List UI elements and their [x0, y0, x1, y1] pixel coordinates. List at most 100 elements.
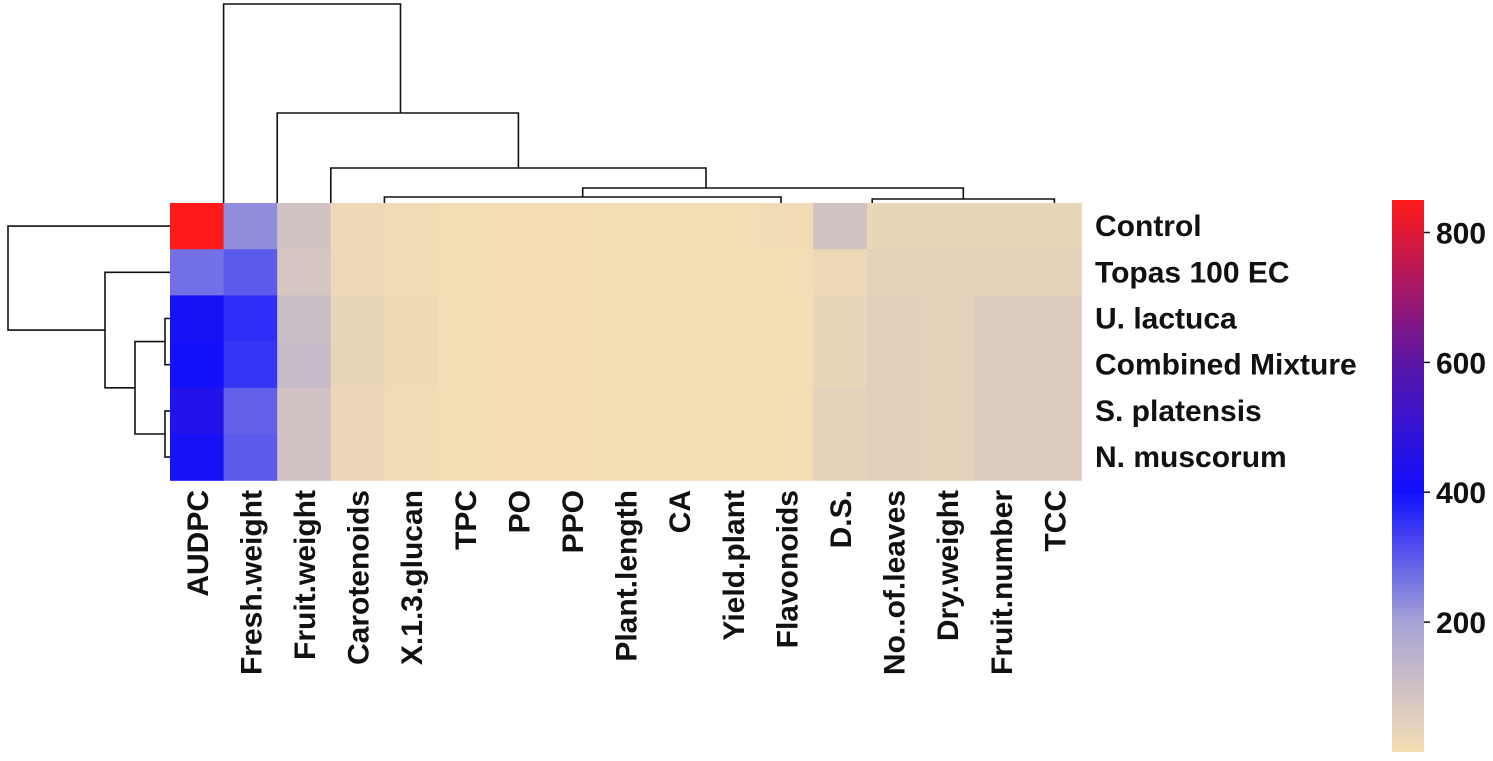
heatmap-cell	[652, 434, 707, 481]
heatmap-cell	[1027, 249, 1082, 296]
dendrogram-link	[276, 112, 520, 203]
heatmap-cell	[170, 203, 225, 250]
heatmap-cell	[652, 203, 707, 250]
heatmap-cell	[866, 295, 921, 343]
heatmap-cell	[545, 434, 600, 481]
heatmap-cell	[545, 387, 600, 435]
heatmap-cell	[384, 203, 439, 250]
heatmap-cell	[652, 295, 707, 343]
row-labels: Control Topas 100 EC U. lactuca Combined Mi…	[1095, 210, 1357, 474]
heatmap-cell	[384, 249, 439, 296]
heatmap-cell	[974, 341, 1029, 389]
heatmap-cell	[598, 434, 653, 481]
heatmap-cell	[920, 249, 975, 296]
heatmap-cell	[920, 434, 975, 481]
heatmap-cell	[759, 249, 814, 296]
column-label: Dry.weight	[932, 490, 965, 641]
heatmap-cell	[652, 341, 707, 389]
heatmap-cell	[330, 295, 385, 343]
heatmap-cell	[277, 203, 332, 250]
heatmap-cell	[438, 203, 493, 250]
heatmap-cell	[170, 249, 225, 296]
heatmap-cell	[330, 434, 385, 481]
heatmap-cell	[974, 203, 1029, 250]
heatmap-cell	[170, 387, 225, 435]
column-label: CA	[664, 490, 697, 533]
heatmap-cell	[759, 341, 814, 389]
heatmap-cell	[813, 203, 868, 250]
heatmap-cell	[706, 249, 761, 296]
dendrogram-link	[7, 225, 170, 331]
heatmap-cell	[866, 341, 921, 389]
column-label: PPO	[557, 490, 590, 553]
heatmap-cell	[706, 341, 761, 389]
heatmap-cell	[813, 434, 868, 481]
heatmap-cell	[170, 434, 225, 481]
heatmap-cell	[438, 341, 493, 389]
heatmap-cell	[384, 387, 439, 435]
dendrogram-link	[164, 410, 170, 458]
heatmap-cell	[1027, 434, 1082, 481]
column-label: AUDPC	[182, 490, 215, 597]
heatmap-cell	[706, 434, 761, 481]
heatmap-cell	[223, 434, 278, 481]
heatmap-cell	[491, 295, 546, 343]
heatmap-cell	[384, 295, 439, 343]
heatmap-cell	[813, 387, 868, 435]
heatmap-cell	[598, 249, 653, 296]
column-label: TPC	[450, 490, 483, 550]
dendrogram-link	[134, 340, 165, 435]
row-label: U. lactuca	[1095, 303, 1237, 336]
row-dendrogram	[7, 225, 170, 458]
heatmap-cell	[438, 434, 493, 481]
column-labels: AUDPC Fresh.weight Fruit.weight Carotenoids…	[182, 490, 1073, 675]
heatmap-cell	[598, 387, 653, 435]
heatmap-cell	[652, 249, 707, 296]
heatmap-cell	[223, 249, 278, 296]
heatmap-cell	[491, 341, 546, 389]
column-label: Fruit.weight	[289, 490, 322, 660]
heatmap-cell	[223, 387, 278, 435]
heatmap-cell	[920, 387, 975, 435]
heatmap-cell	[330, 341, 385, 389]
heatmap-cell	[545, 295, 600, 343]
heatmap-cell	[223, 295, 278, 343]
heatmap-cell	[277, 387, 332, 435]
row-label: N. muscorum	[1095, 441, 1287, 474]
heatmap-cell	[866, 203, 921, 250]
heatmap-cell	[277, 249, 332, 296]
dendrogram-link	[164, 317, 170, 366]
heatmap-cell	[759, 295, 814, 343]
heatmap-cell	[277, 434, 332, 481]
heatmap-cell	[652, 387, 707, 435]
heatmap-cell	[759, 203, 814, 250]
heatmap-cell	[1027, 203, 1082, 250]
heatmap-cell	[170, 341, 225, 389]
heatmap-cell	[330, 387, 385, 435]
row-label: S. platensis	[1095, 395, 1262, 428]
row-label: Control	[1095, 210, 1202, 243]
heatmap-cell	[759, 387, 814, 435]
color-legend: 200 400 600 800	[1392, 200, 1486, 752]
heatmap-cell	[223, 203, 278, 250]
heatmap-cell	[813, 249, 868, 296]
heatmap-cell	[866, 387, 921, 435]
heatmap-cell	[974, 249, 1029, 296]
heatmap-cell	[330, 249, 385, 296]
heatmap-cell	[545, 249, 600, 296]
heatmap-cell	[545, 203, 600, 250]
legend-tick-label: 400	[1436, 477, 1486, 510]
heatmap-cell	[277, 341, 332, 389]
column-label: Carotenoids	[343, 490, 376, 665]
legend-tick-label: 200	[1436, 607, 1486, 640]
heatmap-cell	[759, 434, 814, 481]
heatmap-cell	[223, 341, 278, 389]
heatmap-cell	[598, 341, 653, 389]
dendrogram-link	[104, 271, 170, 389]
heatmap-cell	[170, 295, 225, 343]
heatmap-cell	[974, 387, 1029, 435]
heatmap-cell	[277, 295, 332, 343]
heatmap-cell	[866, 249, 921, 296]
heatmap-cell	[491, 434, 546, 481]
